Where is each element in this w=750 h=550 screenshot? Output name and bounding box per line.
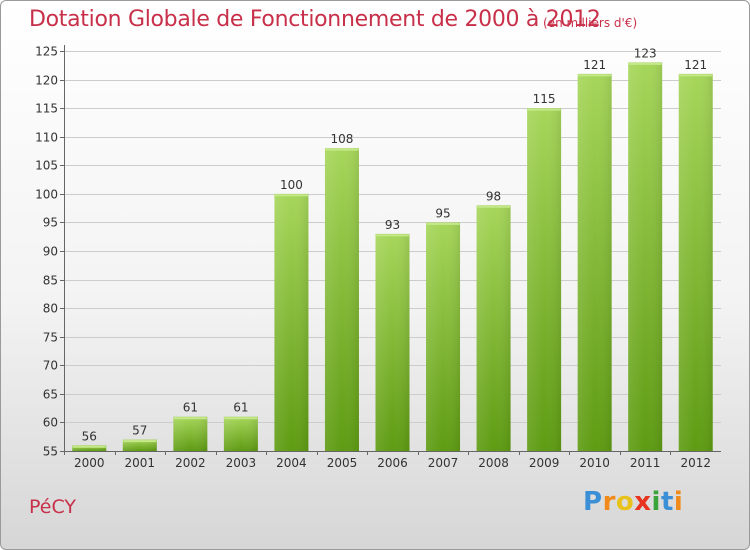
bar-top-highlight xyxy=(123,440,157,443)
value-label: 95 xyxy=(435,206,450,220)
commune-name: PéCY xyxy=(29,496,77,518)
value-label: 121 xyxy=(684,58,707,72)
proxiti-logo[interactable]: Proxiti xyxy=(583,487,683,517)
y-tick-label: 65 xyxy=(43,388,58,402)
y-tick-label: 100 xyxy=(35,188,58,202)
bar-top-highlight xyxy=(274,194,308,197)
y-tick-label: 95 xyxy=(43,216,58,230)
logo-letter: o xyxy=(615,487,635,517)
value-label: 100 xyxy=(280,178,303,192)
y-tick-label: 120 xyxy=(35,74,58,88)
bar-top-highlight xyxy=(628,62,662,65)
y-tick-label: 60 xyxy=(43,416,58,430)
x-tick-label: 2006 xyxy=(377,456,408,470)
x-tick-label: 2007 xyxy=(428,456,459,470)
y-tick-label: 85 xyxy=(43,274,58,288)
x-tick-label: 2005 xyxy=(327,456,358,470)
logo-letter: t xyxy=(660,487,674,517)
bar-top-highlight xyxy=(325,148,359,151)
y-tick-label: 105 xyxy=(35,159,58,173)
bar-shine xyxy=(72,445,107,451)
bar-shine xyxy=(375,233,410,451)
data-labels: 56 57 61 61 100 108 93 95 98 115 121 123 121 xyxy=(82,46,708,443)
x-tick-label: 2011 xyxy=(630,456,661,470)
bar-top-highlight xyxy=(224,417,258,420)
bar-top-highlight xyxy=(426,222,460,225)
bar-shine xyxy=(628,62,663,452)
bar-top-highlight xyxy=(527,108,561,111)
logo-letter: r xyxy=(602,487,616,517)
bar-shine xyxy=(122,439,157,451)
x-tick-label: 2002 xyxy=(175,456,206,470)
value-label: 121 xyxy=(583,58,606,72)
unit-note: (en milliers d'€) xyxy=(543,16,638,30)
x-tick-label: 2009 xyxy=(529,456,560,470)
y-tick-label: 55 xyxy=(43,445,58,459)
bar-shine xyxy=(678,73,713,451)
x-tick-label: 2008 xyxy=(478,456,509,470)
bar-top-highlight xyxy=(679,74,713,77)
x-tick-label: 2012 xyxy=(680,456,711,470)
bar-shine xyxy=(476,205,511,451)
bar-top-highlight xyxy=(72,445,106,448)
value-label: 93 xyxy=(385,218,400,232)
y-tick-label: 110 xyxy=(35,131,58,145)
bar-shine xyxy=(577,73,612,451)
chart-title: Dotation Globale de Fonctionnement de 20… xyxy=(29,7,601,32)
bar-top-highlight xyxy=(376,234,409,237)
bar-top-highlight xyxy=(477,205,511,208)
y-tick-label: 75 xyxy=(43,331,58,345)
y-tick-label: 125 xyxy=(35,45,58,59)
y-tick-label: 80 xyxy=(43,302,58,316)
bar-top-highlight xyxy=(173,417,207,420)
bar-shine xyxy=(274,193,309,451)
bar-shine xyxy=(173,416,208,451)
x-tick-label: 2004 xyxy=(276,456,307,470)
y-tick-label: 115 xyxy=(35,102,58,116)
value-label: 98 xyxy=(486,189,501,203)
value-label: 123 xyxy=(634,46,657,60)
bars xyxy=(72,62,713,452)
y-tick-label: 90 xyxy=(43,245,58,259)
x-tick-label: 2003 xyxy=(226,456,257,470)
axes: 55 60 65 70 75 80 85 90 95 100 105 110 115 120 125 2000… xyxy=(35,45,721,470)
x-tick-label: 2000 xyxy=(74,456,105,470)
value-label: 56 xyxy=(82,429,97,443)
x-tick-label: 2010 xyxy=(579,456,610,470)
x-tick-label: 2001 xyxy=(125,456,156,470)
value-label: 115 xyxy=(533,92,556,106)
logo-letter: P xyxy=(583,487,603,517)
value-label: 57 xyxy=(132,424,147,438)
bar-top-highlight xyxy=(578,74,612,77)
bar-shine xyxy=(426,222,461,451)
bar-shine xyxy=(223,416,258,451)
logo-letter: i xyxy=(651,487,661,517)
value-label: 108 xyxy=(331,132,354,146)
value-label: 61 xyxy=(183,401,198,415)
value-label: 61 xyxy=(233,401,248,415)
y-tick-label: 70 xyxy=(43,359,58,373)
bar-shine xyxy=(527,108,562,452)
logo-letter: x xyxy=(634,487,652,517)
bar-shine xyxy=(324,148,359,451)
logo-letter: i xyxy=(673,487,684,517)
